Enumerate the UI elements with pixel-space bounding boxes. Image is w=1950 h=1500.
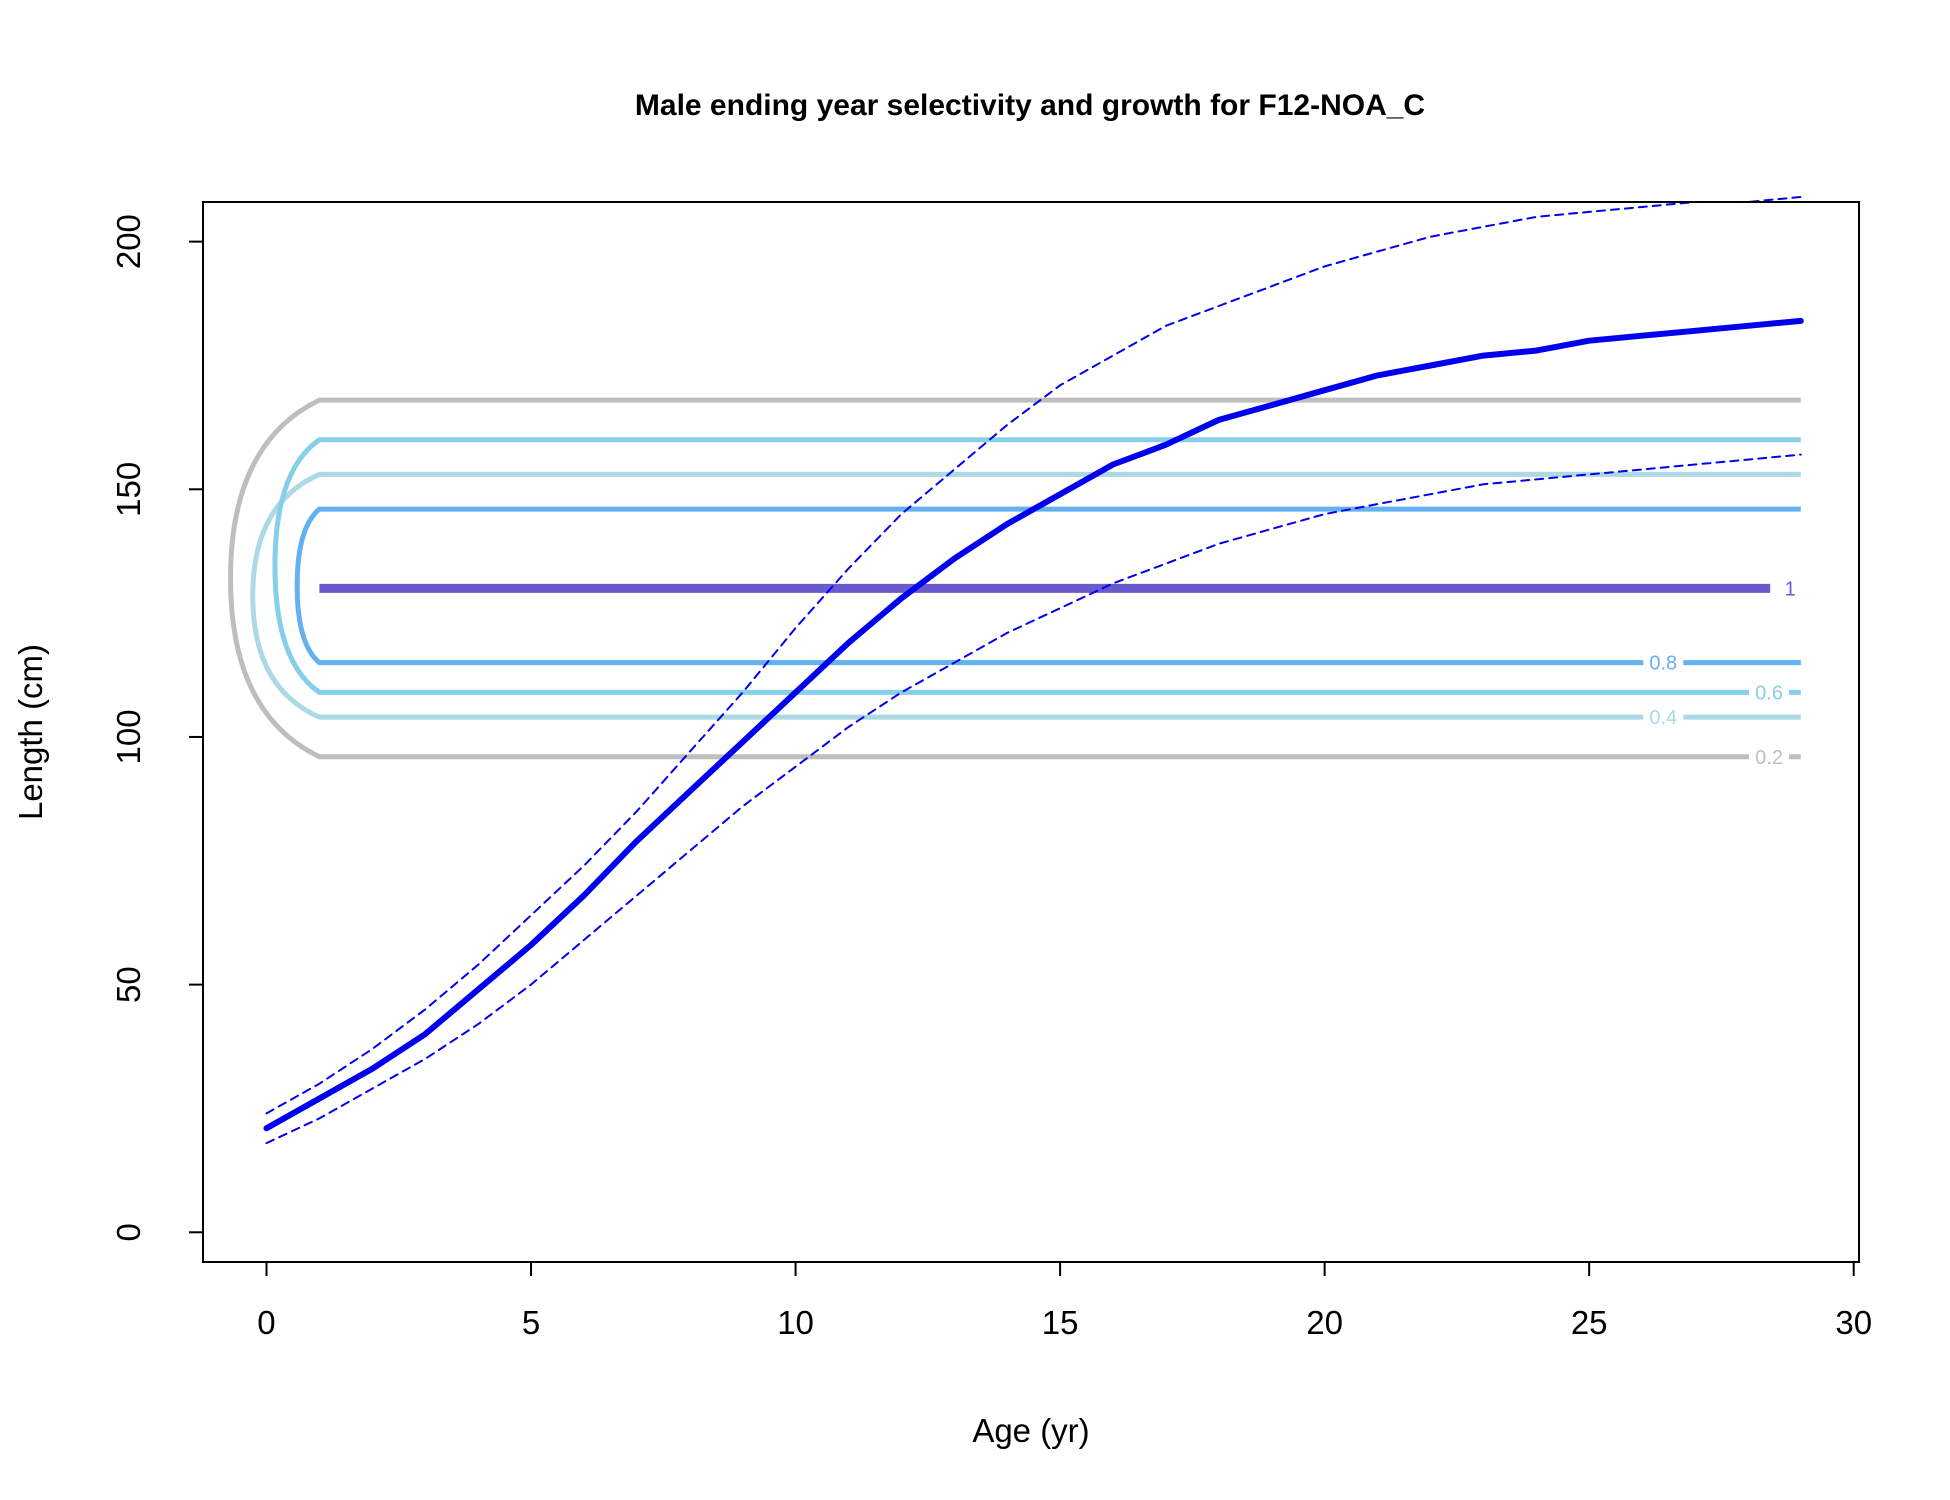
growth-curves [263, 196, 1804, 1145]
chart-title: Male ending year selectivity and growth … [635, 89, 1425, 122]
x-tick-label: 30 [1835, 1304, 1872, 1341]
x-tick-label: 0 [257, 1304, 275, 1341]
y-tick-label: 200 [110, 214, 147, 269]
contour-label-background [1749, 680, 1790, 705]
x-tick-label: 10 [777, 1304, 814, 1341]
y-tick-label: 0 [110, 1223, 147, 1241]
x-tick-label: 20 [1306, 1304, 1343, 1341]
plot-frame [202, 201, 1860, 1263]
y-tick-label: 50 [110, 966, 147, 1003]
x-axis: 0 5 10 15 20 25 30 [257, 1261, 1872, 1341]
growth-lower-line [265, 453, 1802, 1145]
contour-label: 0.8 [1649, 653, 1677, 675]
x-tick-label: 5 [522, 1304, 540, 1341]
contour-label-background [1643, 705, 1684, 730]
contour-label: 0.4 [1649, 707, 1677, 729]
growth-upper-line [265, 196, 1802, 1115]
contour-label: 1 [1785, 578, 1796, 600]
contour-label-background [1770, 576, 1811, 601]
contour-label-background [1749, 744, 1790, 769]
x-tick-label: 25 [1571, 1304, 1608, 1341]
contour-line [272, 437, 1801, 695]
y-tick-label: 150 [110, 462, 147, 517]
contour-line [294, 506, 1801, 666]
y-axis: 0 50 100 150 200 [110, 214, 204, 1241]
y-tick-label: 100 [110, 709, 147, 764]
growth-mean-line [263, 317, 1804, 1132]
y-axis-label: Length (cm) [12, 644, 49, 820]
contour-label-background [1643, 650, 1684, 675]
contour-label: 0.6 [1755, 682, 1783, 704]
x-axis-label: Age (yr) [972, 1412, 1089, 1449]
x-tick-label: 15 [1042, 1304, 1079, 1341]
contour-line [250, 471, 1801, 720]
contour-label: 0.2 [1755, 747, 1783, 769]
contour-line [228, 397, 1801, 760]
selectivity-contours: 0.2 0.4 0.6 0.8 1 [228, 397, 1811, 769]
